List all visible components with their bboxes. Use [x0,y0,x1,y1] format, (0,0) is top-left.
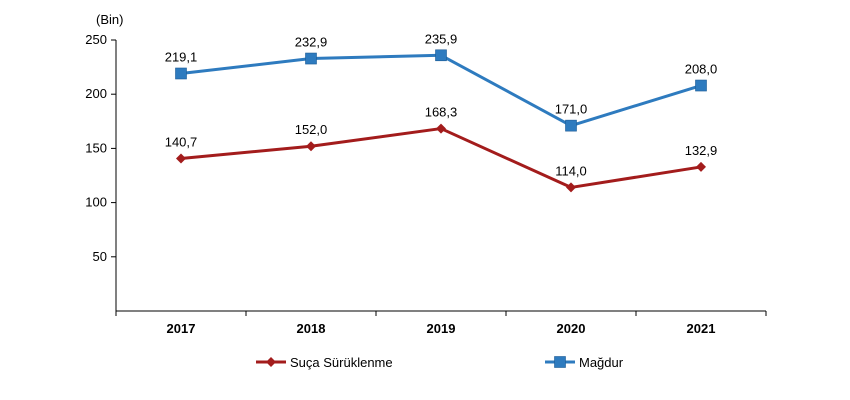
line-chart: (Bin) 50 100 150 200 250 2017 2018 2019 2020 2021… [0,0,850,400]
y-tick-label: 200 [85,86,107,101]
data-label-suca-surukle: 140,7 [165,134,198,149]
data-point-suca-surukle [306,141,316,151]
data-label-magdur: 171,0 [555,102,588,117]
y-tick-label: 100 [85,195,107,210]
x-tick-label: 2017 [167,321,196,336]
data-point-magdur [436,50,447,61]
axes: 50 100 150 200 250 2017 2018 2019 2020 2021 [85,32,766,336]
data-point-suca-surukle [566,182,576,192]
data-point-magdur [176,68,187,79]
data-point-suca-surukle [696,162,706,172]
y-tick-label: 50 [93,249,107,264]
y-unit-label: (Bin) [96,12,123,27]
x-tick-label: 2018 [297,321,326,336]
data-label-magdur: 232,9 [295,35,328,50]
y-tick-label: 250 [85,32,107,47]
x-tick-label: 2020 [557,321,586,336]
x-tick-label: 2021 [687,321,716,336]
data-point-suca-surukle [436,124,446,134]
data-point-suca-surukle [176,153,186,163]
legend-label-suca-surukle: Suça Sürüklenme [290,355,393,370]
series-layer [176,50,707,193]
x-tick-label: 2019 [427,321,456,336]
data-label-suca-surukle: 114,0 [555,163,587,178]
data-point-magdur [696,80,707,91]
legend-marker-magdur [555,357,566,368]
data-label-magdur: 235,9 [425,31,458,46]
data-label-suca-surukle: 152,0 [295,122,328,137]
data-label-suca-surukle: 132,9 [685,143,718,158]
data-point-magdur [566,120,577,131]
legend-marker-suca-surukle [266,357,276,367]
data-point-magdur [306,53,317,64]
legend: Suça Sürüklenme Mağdur [256,355,624,370]
y-tick-label: 150 [85,140,107,155]
data-label-magdur: 219,1 [165,49,198,64]
legend-label-magdur: Mağdur [579,355,624,370]
series-line-suca-surukle [181,129,701,188]
data-label-magdur: 208,0 [685,62,718,77]
data-label-suca-surukle: 168,3 [425,105,458,120]
